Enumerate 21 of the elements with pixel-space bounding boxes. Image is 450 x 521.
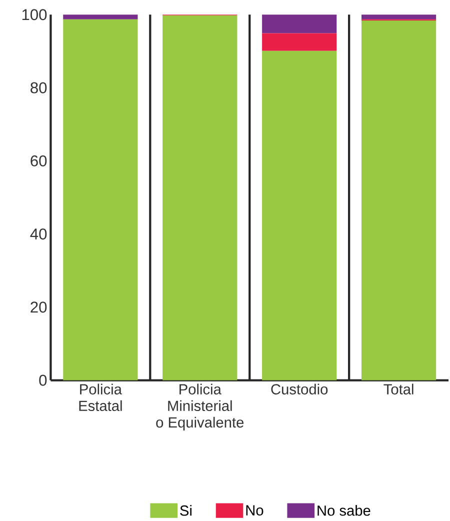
bar — [162, 15, 237, 380]
y-tick-label: 40 — [30, 228, 46, 240]
x-tick-label: Custodio — [270, 384, 328, 394]
y-tick-label: 20 — [30, 302, 46, 313]
bar — [361, 20, 436, 380]
x-tick-label: Policia Ministerial o Equivalente — [156, 384, 244, 430]
y-tick-label: 60 — [30, 155, 46, 166]
y-tick-label: 80 — [30, 82, 46, 94]
bar — [62, 14, 138, 20]
bar — [62, 19, 138, 380]
bar — [262, 14, 336, 34]
x-tick-label: Policia Estatal — [79, 384, 122, 412]
x-tick-label: Total — [383, 384, 414, 394]
bar — [262, 33, 336, 51]
bar — [262, 50, 336, 380]
bar — [361, 14, 436, 20]
y-tick-label: 100 — [22, 9, 46, 20]
legend-label: No sabe — [317, 505, 370, 516]
y-tick-label: 0 — [38, 374, 46, 386]
legend-label: No — [246, 505, 263, 516]
legend-label: Si — [180, 505, 192, 516]
